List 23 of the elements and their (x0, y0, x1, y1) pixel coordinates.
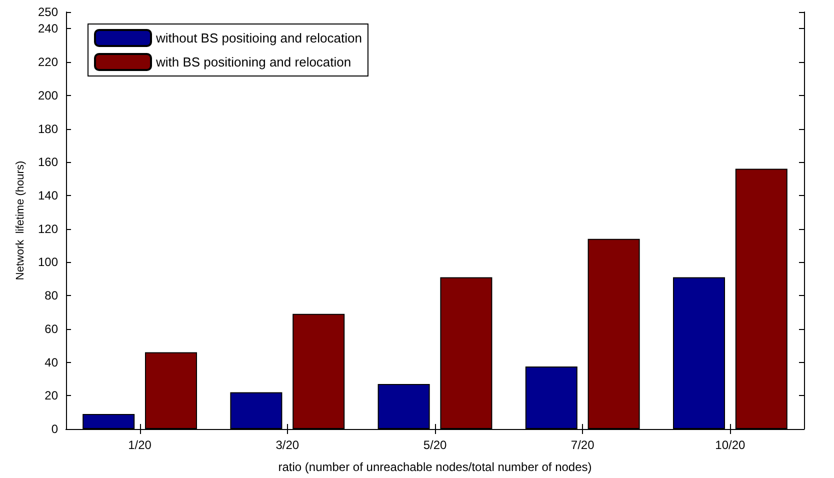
y-tick-label: 220 (38, 55, 58, 70)
y-tick-label: 60 (44, 322, 58, 336)
x-tick-label: 3/20 (276, 438, 300, 452)
y-tick-label: 250 (38, 5, 58, 19)
y-tick-label: 100 (38, 255, 58, 270)
x-tick-label: 1/20 (128, 438, 152, 452)
y-tick-label: 120 (38, 222, 58, 236)
x-tick-label: 5/20 (423, 438, 447, 452)
y-axis-title: Network lifetime (hours) (14, 160, 26, 280)
y-tick-label: 240 (38, 22, 58, 36)
y-tick-label: 0 (51, 422, 58, 436)
x-tick-label: 10/20 (715, 438, 746, 452)
y-tick-label: 80 (44, 288, 58, 303)
y-tick-label: 140 (38, 188, 58, 202)
y-tick-label: 160 (38, 155, 58, 170)
legend-label: with BS positioning and relocation (155, 54, 352, 70)
x-axis-title: ratio (number of unreachable nodes/total number of nodes) (278, 460, 592, 474)
legend-label: without BS positioing and relocation (155, 30, 362, 46)
y-tick-label: 200 (38, 88, 58, 102)
y-tick-label: 40 (44, 355, 58, 370)
x-tick-label: 7/20 (570, 438, 595, 452)
y-tick-label: 180 (38, 122, 58, 136)
y-tick-label: 20 (44, 388, 58, 403)
